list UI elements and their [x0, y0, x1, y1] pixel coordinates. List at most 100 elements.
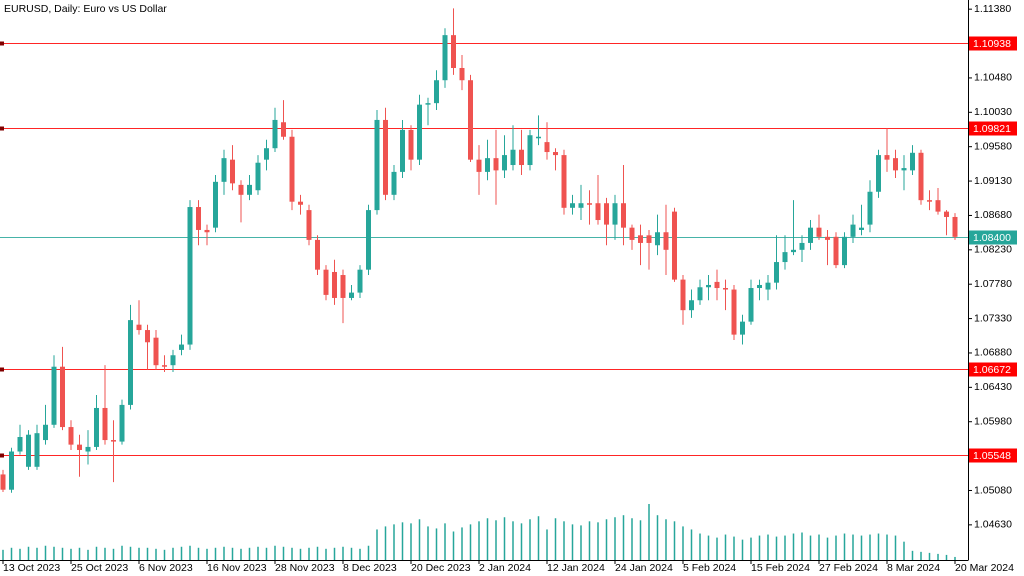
candle-body: [935, 200, 941, 212]
volume-bar: [129, 546, 132, 560]
volume-bar: [121, 545, 123, 560]
volume-bar: [265, 547, 268, 560]
candle-body: [536, 136, 541, 139]
volume-bar: [350, 547, 353, 560]
level-label-box: [969, 121, 1017, 136]
volume-bar: [206, 548, 208, 560]
candle-body: [213, 181, 218, 228]
candle-body: [162, 365, 167, 367]
volume-bar: [44, 545, 47, 560]
candle-body: [383, 119, 388, 195]
candle-body: [468, 80, 473, 160]
volume-bar: [631, 518, 633, 560]
candle-body: [808, 227, 813, 243]
level-label-box: [969, 230, 1017, 245]
candle-body: [170, 355, 176, 366]
candle-body: [94, 407, 99, 447]
x-tick-label: 25 Oct 2023: [71, 562, 128, 574]
candle-body: [60, 366, 65, 428]
candle-body: [281, 122, 286, 137]
candle-body: [77, 444, 82, 450]
candle-body: [859, 227, 864, 230]
volume-bar: [231, 547, 234, 560]
y-tick-label: 1.09130: [974, 175, 1012, 187]
level-label-box: [969, 36, 1017, 51]
candle-body: [816, 227, 822, 237]
volume-bar: [614, 517, 616, 560]
candle-body: [502, 155, 507, 171]
candle-body: [425, 103, 431, 105]
volume-bar: [452, 531, 455, 560]
candle-body: [689, 300, 694, 311]
volume-bar: [393, 524, 395, 560]
candle-body: [893, 158, 898, 171]
volume-bar: [95, 546, 98, 560]
candle-body: [374, 119, 380, 211]
volume-bar: [792, 533, 795, 560]
x-tick-label: 2 Jan 2024: [479, 562, 531, 574]
volume-bar: [784, 535, 786, 560]
volume-bar: [563, 521, 565, 560]
volume-bar: [316, 546, 319, 560]
candle-body: [145, 330, 150, 343]
y-tick-label: 1.05080: [974, 484, 1012, 496]
candle-body: [629, 227, 635, 240]
candle-body: [17, 436, 23, 452]
candle-body: [136, 324, 142, 331]
volume-bar: [843, 533, 846, 560]
volume-bar: [53, 546, 55, 560]
candle-body: [510, 149, 516, 166]
x-tick-label: 8 Dec 2023: [343, 562, 397, 574]
candle-body: [638, 235, 643, 243]
volume-bar: [835, 535, 837, 560]
candle-body: [927, 200, 932, 202]
candle-body: [230, 159, 235, 184]
x-tick-label: 5 Feb 2024: [683, 562, 736, 574]
volume-bar: [673, 521, 676, 560]
candle-body: [51, 366, 57, 425]
candle-body: [153, 337, 159, 366]
volume-bar: [70, 548, 72, 560]
volume-bar: [308, 547, 310, 560]
volume-bar: [605, 519, 608, 560]
volume-bar: [469, 524, 472, 560]
volume-bar: [78, 547, 81, 560]
x-tick-label: 27 Feb 2024: [819, 562, 878, 574]
volume-bar: [299, 548, 302, 560]
level-label: 1.08400: [973, 232, 1011, 244]
volume-bar: [19, 548, 21, 560]
volume-bar: [954, 556, 956, 560]
x-tick-label: 16 Nov 2023: [207, 562, 267, 574]
volume-bar: [639, 520, 642, 560]
volume-bar: [376, 529, 378, 560]
volume-bar: [342, 546, 344, 560]
volume-bar: [699, 533, 701, 560]
volume-bar: [427, 526, 429, 560]
candle-body: [901, 168, 907, 171]
volume-bar: [359, 548, 361, 560]
volume-bar: [733, 536, 735, 560]
candle-body: [0, 474, 6, 490]
volume-bar: [36, 547, 38, 560]
volume-bar: [520, 523, 523, 560]
volume-bar: [937, 553, 939, 560]
x-tick-label: 6 Nov 2023: [139, 562, 193, 574]
candle-body: [876, 155, 881, 192]
volume-bar: [894, 535, 897, 560]
volume-bar: [163, 549, 166, 560]
candle-body: [247, 184, 252, 195]
volume-bar: [333, 547, 336, 560]
candle-body: [366, 210, 371, 270]
candle-body: [289, 136, 295, 202]
volume-bar: [155, 548, 157, 560]
candle-body: [884, 155, 890, 160]
volume-bar: [512, 521, 514, 560]
volume-bar: [172, 547, 174, 560]
candle-body: [204, 229, 210, 233]
y-tick-label: 1.10030: [974, 106, 1012, 118]
volume-bar: [801, 532, 803, 560]
candle-body: [774, 262, 779, 283]
candle-body: [910, 152, 915, 171]
candle-body: [391, 171, 397, 195]
volume-bar: [189, 545, 191, 560]
